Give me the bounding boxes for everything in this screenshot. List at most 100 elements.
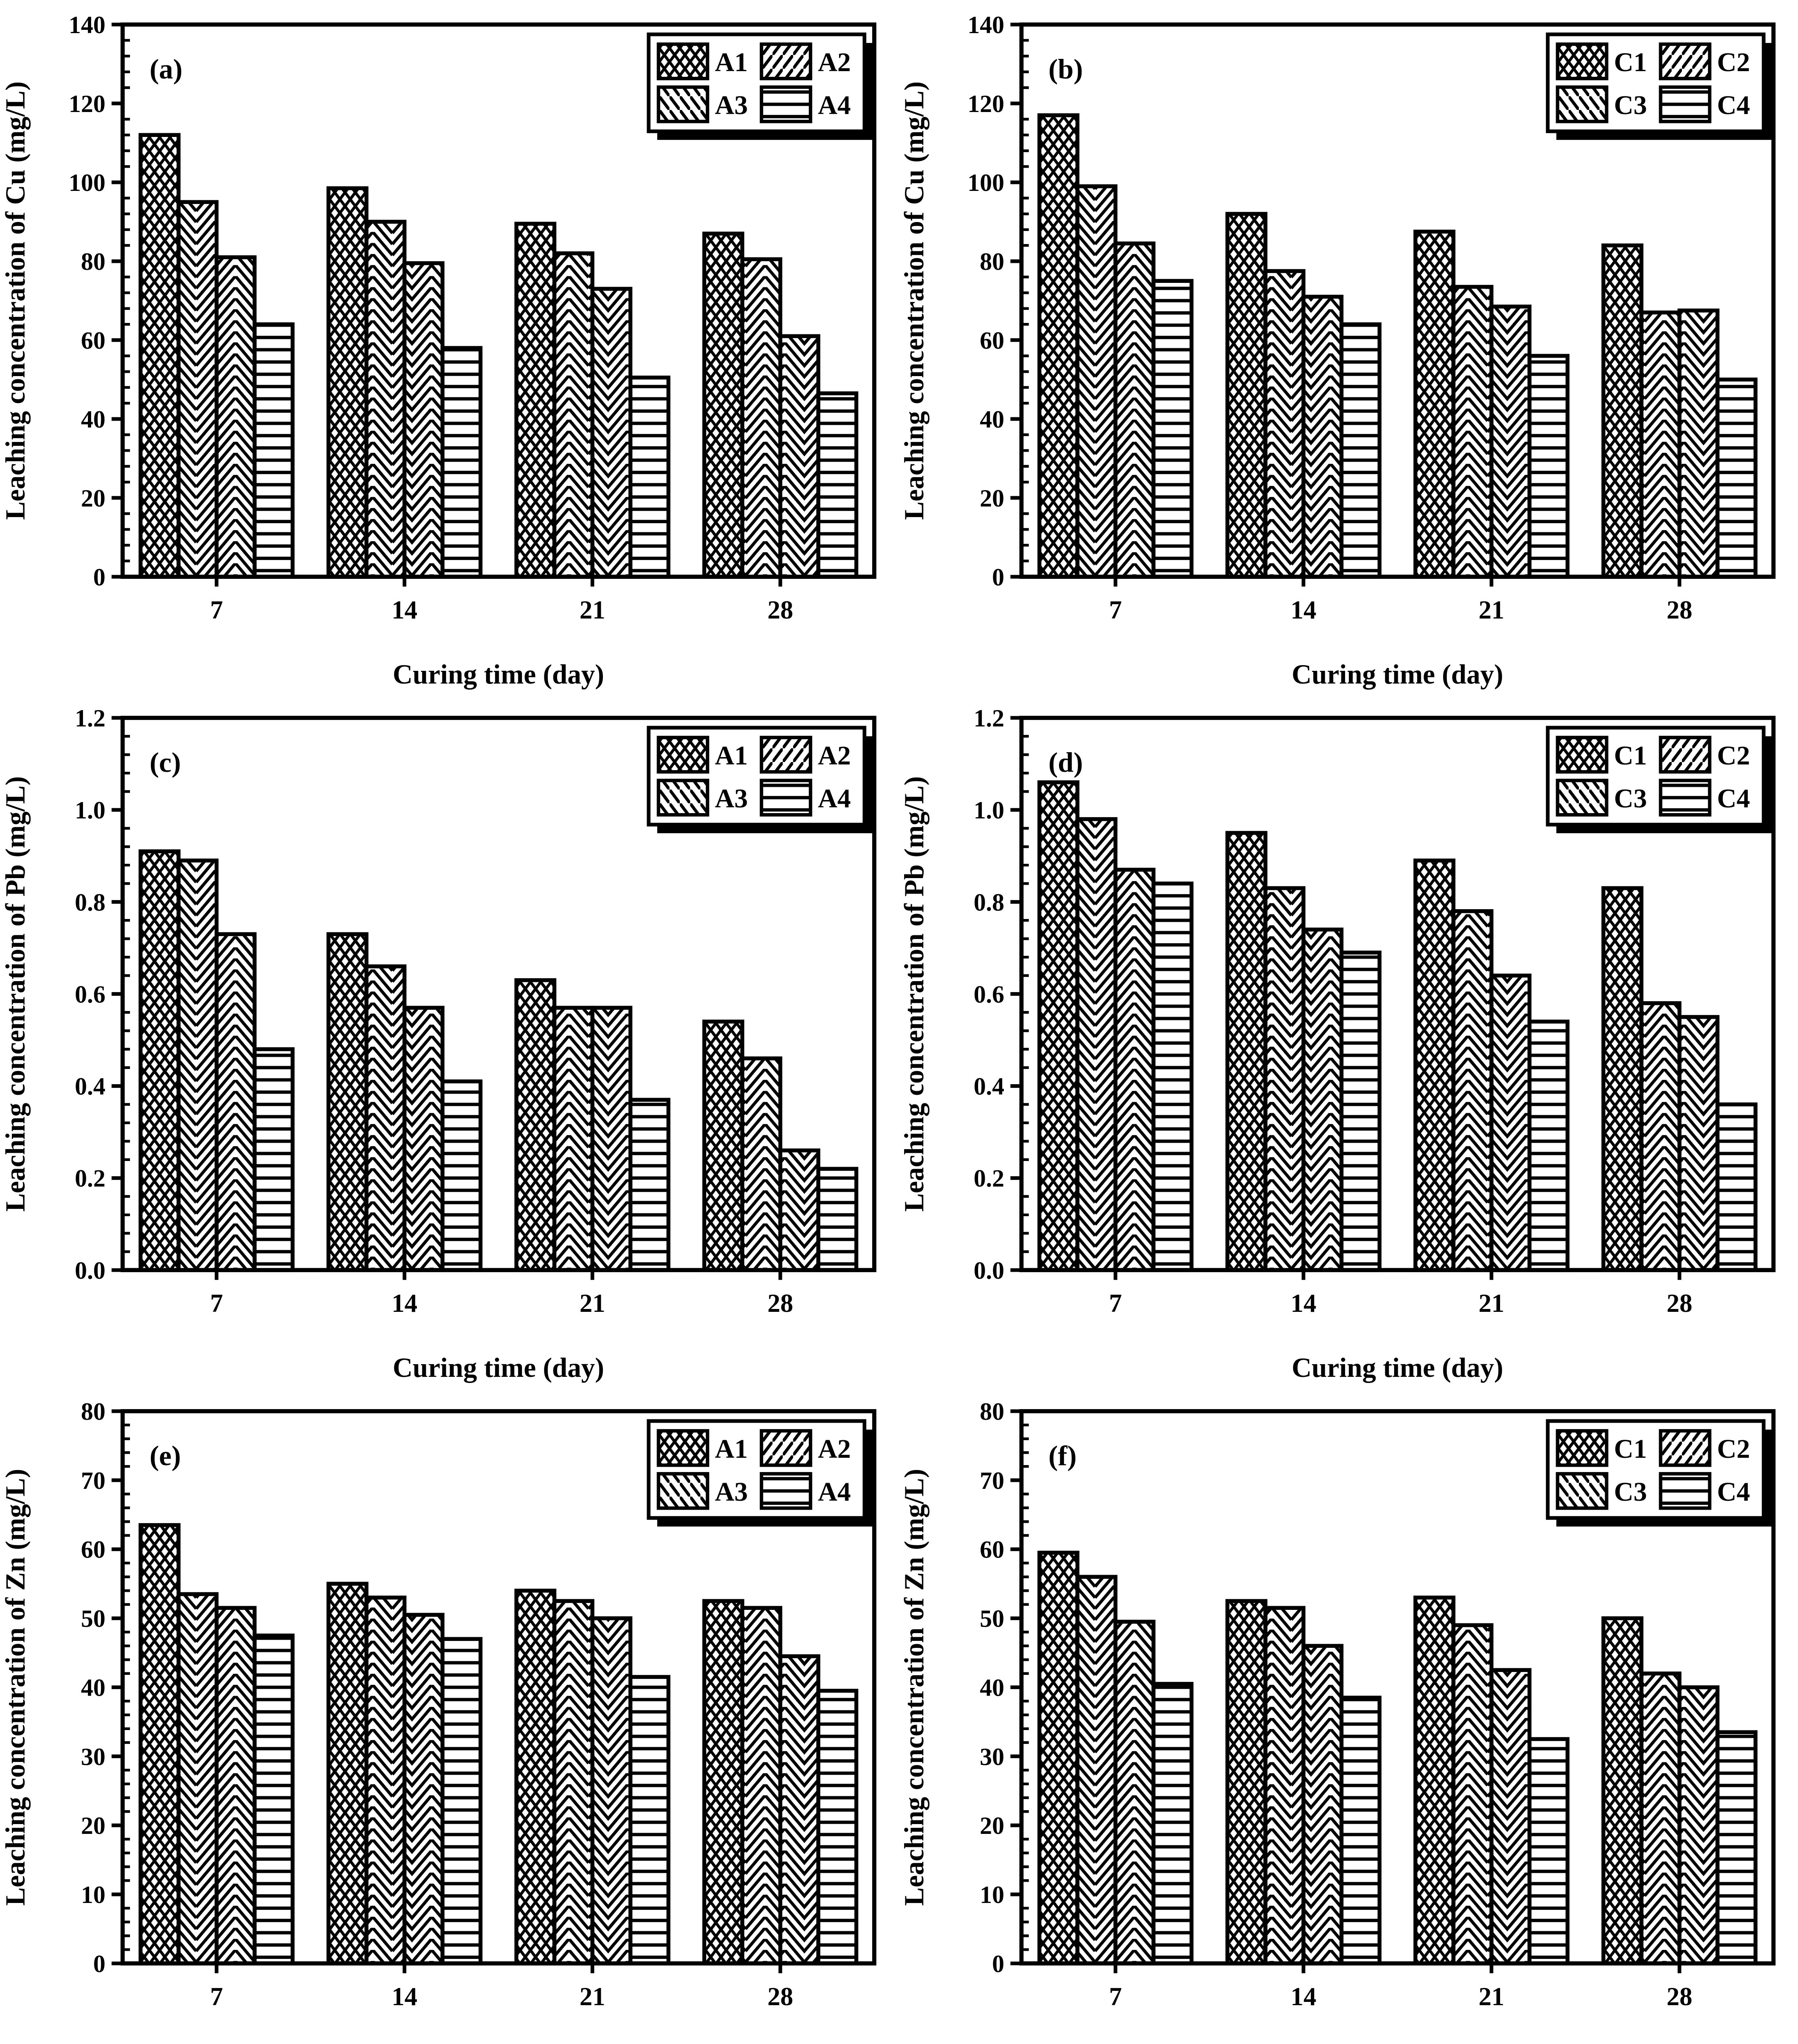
x-axis: 7 14 21 28 xyxy=(210,576,793,624)
bar-A1-day7 xyxy=(139,133,181,579)
legend-swatch-A4 xyxy=(759,85,813,123)
panel-letter: (f) xyxy=(1048,1440,1077,1471)
bar-A1-day21 xyxy=(514,978,557,1272)
y-tick-label: 1.0 xyxy=(75,797,105,824)
x-tick-label: 7 xyxy=(210,1289,223,1318)
x-tick-label: 14 xyxy=(392,1982,417,2011)
y-tick-label: 60 xyxy=(81,327,105,354)
y-tick-label: 40 xyxy=(980,406,1004,433)
bar-A2-day28 xyxy=(740,1056,782,1272)
bar-C2-day28 xyxy=(1639,1671,1682,1966)
x-axis-title: Curing time (day) xyxy=(1292,659,1503,690)
y-tick-label: 60 xyxy=(81,1536,105,1563)
panel-c: 0.0 0.2 0.4 0.6 0.8 1.0 1.2 7 14 21 28 Curing time … xyxy=(0,693,899,1387)
bar-A2-day7 xyxy=(177,200,219,579)
bar-C2-day14 xyxy=(1263,886,1305,1272)
y-axis-title: Leaching concentration of Zn (mg/L) xyxy=(899,1469,929,1906)
bar-C1-day14 xyxy=(1225,1599,1267,1966)
y-tick-label: 20 xyxy=(980,1812,1004,1839)
legend-swatch-A3 xyxy=(656,778,710,817)
y-tick-label: 20 xyxy=(81,485,105,512)
legend-swatch-A4 xyxy=(759,778,813,817)
bar-A4-day28 xyxy=(816,1167,858,1272)
bar-C1-day14 xyxy=(1225,831,1267,1272)
x-tick-label: 21 xyxy=(580,1289,605,1318)
x-tick-label: 14 xyxy=(1291,1982,1317,2011)
y-axis: 0 10 20 30 40 50 60 70 80 xyxy=(81,1398,130,1977)
panel-d: 0.0 0.2 0.4 0.6 0.8 1.0 1.2 7 14 21 28 Curing time … xyxy=(899,693,1798,1387)
x-tick-label: 7 xyxy=(1109,596,1122,624)
y-tick-label: 40 xyxy=(81,406,105,433)
y-tick-label: 40 xyxy=(81,1674,105,1701)
y-tick-label: 80 xyxy=(980,248,1004,275)
bar-C3-day28 xyxy=(1677,308,1720,579)
y-tick-label: 0.6 xyxy=(75,981,105,1008)
legend-swatch-A2 xyxy=(759,1429,813,1467)
legend-label-A2: A2 xyxy=(818,47,851,77)
y-tick-label: 0.8 xyxy=(75,889,105,916)
bar-C2-day7 xyxy=(1075,184,1117,579)
bar-A2-day28 xyxy=(740,1606,782,1966)
legend-label-C3: C3 xyxy=(1614,90,1647,120)
plot-frame xyxy=(1019,1409,1776,1966)
bar-A3-day21 xyxy=(590,1006,633,1272)
x-tick-label: 14 xyxy=(392,1289,417,1318)
bar-C4-day14 xyxy=(1339,950,1382,1272)
bar-A4-day14 xyxy=(440,1079,483,1272)
x-tick-label: 21 xyxy=(1479,1982,1505,2011)
bar-C2-day14 xyxy=(1263,269,1305,579)
bar-C4-day21 xyxy=(1527,354,1570,579)
bar-C1-day14 xyxy=(1225,212,1267,579)
y-tick-label: 30 xyxy=(980,1743,1004,1770)
y-axis: 0 20 40 60 80 100 120 140 xyxy=(967,11,1029,591)
legend-swatch-A2 xyxy=(759,735,813,774)
bar-C4-day7 xyxy=(1151,881,1194,1272)
x-tick-label: 28 xyxy=(1666,596,1692,624)
bars xyxy=(1037,1551,1758,1966)
y-tick-label: 0 xyxy=(992,564,1004,591)
y-tick-label: 0 xyxy=(992,1950,1004,1977)
y-tick-label: 20 xyxy=(81,1812,105,1839)
bar-A3-day28 xyxy=(778,1654,820,1966)
bar-A3-day21 xyxy=(590,1616,633,1966)
bar-A3-day7 xyxy=(215,255,257,579)
legend-label-A4: A4 xyxy=(818,784,851,814)
bar-C1-day28 xyxy=(1601,1616,1644,1966)
legend-swatch-C1 xyxy=(1556,42,1608,81)
legend-label-A3: A3 xyxy=(715,90,748,120)
legend-label-C2: C2 xyxy=(1717,47,1750,77)
bar-C4-day14 xyxy=(1339,1695,1382,1966)
chart-c: 0.0 0.2 0.4 0.6 0.8 1.0 1.2 7 14 21 28 Curing time … xyxy=(0,705,877,1383)
y-axis-title: Leaching concentration of Pb (mg/L) xyxy=(899,776,929,1212)
bar-C2-day7 xyxy=(1075,817,1117,1272)
panel-letter: (c) xyxy=(150,746,181,778)
bar-C4-day28 xyxy=(1715,1102,1758,1272)
y-tick-label: 80 xyxy=(81,248,105,275)
bar-A2-day21 xyxy=(552,251,595,579)
panel-letter: (b) xyxy=(1048,53,1083,85)
bar-A4-day14 xyxy=(440,1637,483,1966)
plot-frame xyxy=(1019,22,1776,579)
bar-C1-day21 xyxy=(1413,1596,1455,1966)
x-tick-label: 14 xyxy=(392,596,417,624)
plot-frame xyxy=(120,22,877,579)
bar-C4-day28 xyxy=(1715,377,1758,579)
legend-label-A4: A4 xyxy=(818,90,851,120)
y-tick-label: 0.8 xyxy=(974,889,1004,916)
legend-swatch-C4 xyxy=(1659,778,1712,817)
bar-A4-day21 xyxy=(628,1675,671,1966)
x-tick-label: 7 xyxy=(1109,1982,1122,2011)
bar-C4-day7 xyxy=(1151,279,1194,579)
legend-label-C2: C2 xyxy=(1717,741,1750,771)
legend-swatch-C1 xyxy=(1556,735,1608,774)
y-axis-title: Leaching concentration of Pb (mg/L) xyxy=(0,776,31,1212)
y-axis: 0 20 40 60 80 100 120 140 xyxy=(69,11,130,591)
y-tick-label: 1.2 xyxy=(75,705,105,732)
legend-label-C3: C3 xyxy=(1614,784,1647,814)
x-tick-label: 28 xyxy=(768,596,793,624)
y-tick-label: 70 xyxy=(980,1467,1004,1494)
x-tick-label: 28 xyxy=(1666,1289,1692,1318)
bar-A4-day7 xyxy=(253,1633,295,1966)
panel-letter: (d) xyxy=(1048,746,1083,778)
x-tick-label: 21 xyxy=(580,596,605,624)
